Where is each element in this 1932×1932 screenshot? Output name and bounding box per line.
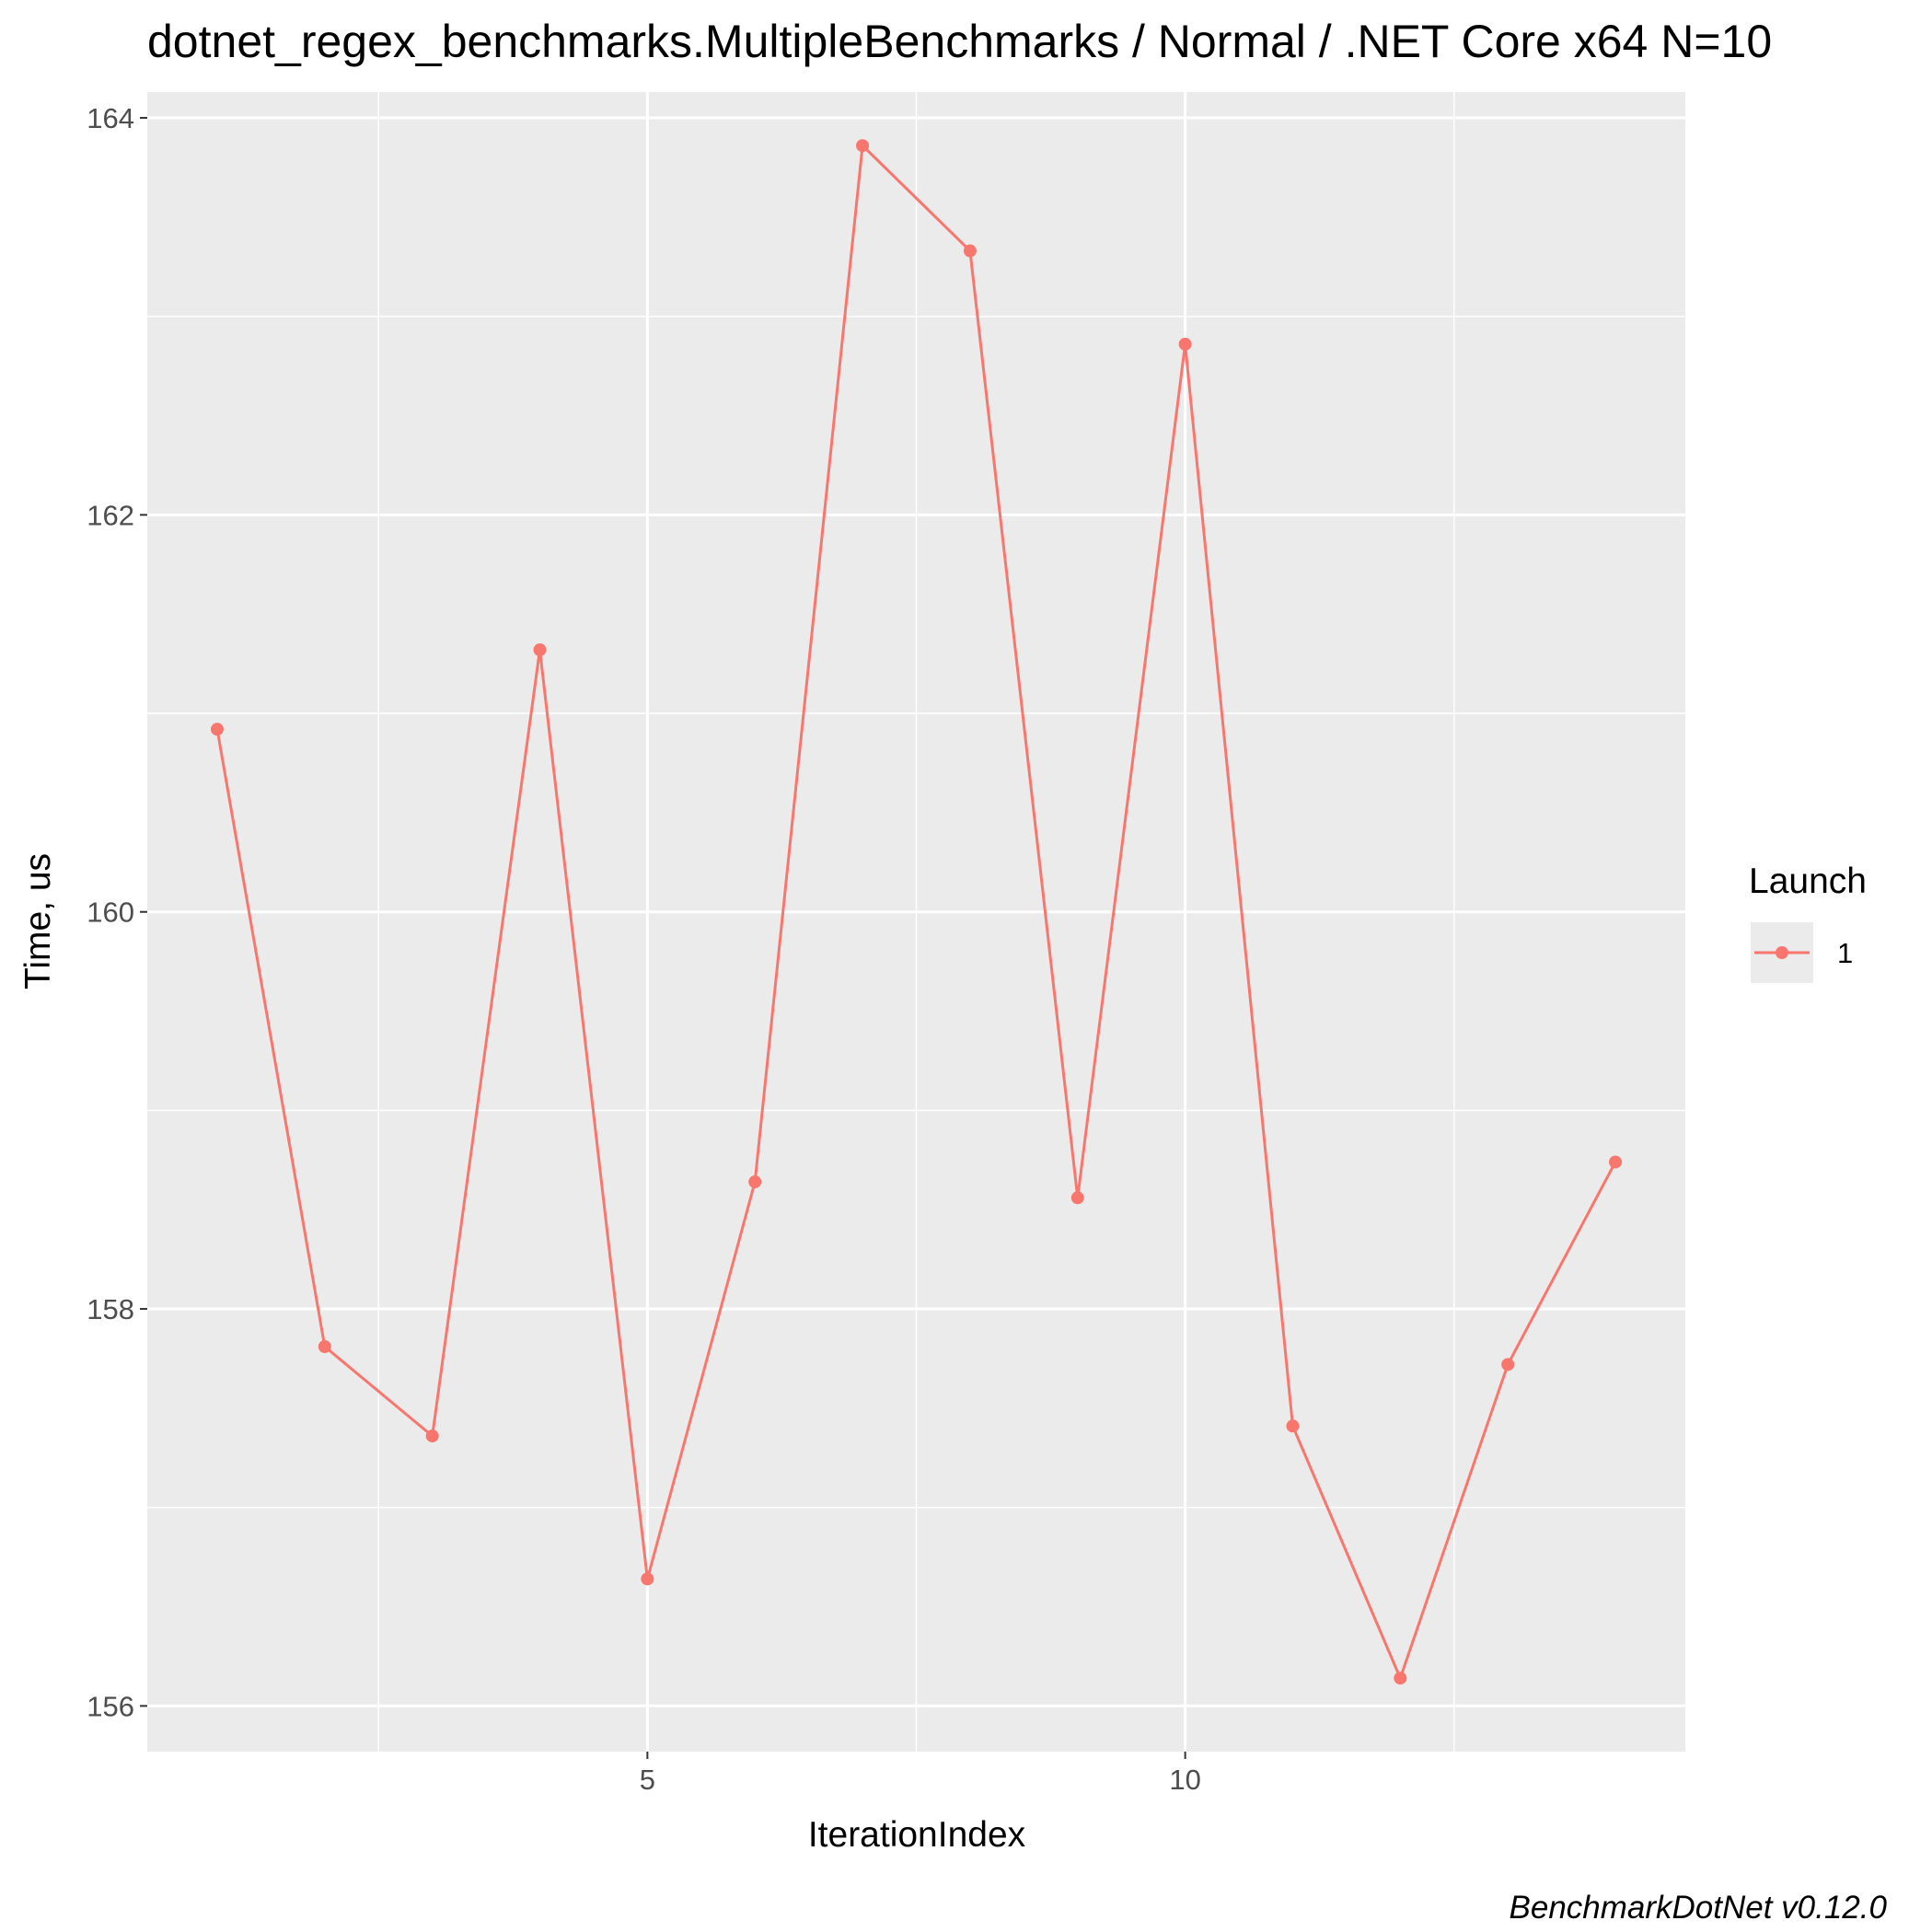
x-axis-title: IterationIndex <box>808 1815 1026 1855</box>
data-point <box>318 1340 331 1354</box>
plot-panel <box>147 92 1685 1752</box>
data-point <box>1501 1358 1515 1371</box>
y-axis: 156 158 160 162 164 <box>87 102 147 1722</box>
y-tick-label: 162 <box>87 499 134 531</box>
y-axis-title: Time, us <box>18 853 58 989</box>
legend-key-point <box>1776 946 1788 959</box>
y-tick-label: 160 <box>87 897 134 929</box>
x-axis: 5 10 <box>640 1752 1201 1796</box>
legend-label: 1 <box>1837 937 1853 969</box>
data-point <box>963 244 977 258</box>
y-tick-label: 164 <box>87 102 134 134</box>
data-point <box>856 139 870 153</box>
y-tick-label: 156 <box>87 1690 134 1722</box>
chart-title: dotnet_regex_benchmarks.MultipleBenchmar… <box>147 16 1772 67</box>
data-point <box>210 723 224 736</box>
series-layer <box>210 139 1623 1685</box>
data-point <box>1609 1155 1623 1169</box>
data-point <box>1394 1672 1407 1685</box>
series-line <box>215 144 1617 1680</box>
legend-title: Launch <box>1749 862 1867 901</box>
x-tick-label: 5 <box>640 1764 655 1796</box>
data-point <box>425 1429 439 1443</box>
x-tick-label: 10 <box>1169 1764 1200 1796</box>
caption: BenchmarkDotNet v0.12.0 <box>1510 1890 1888 1926</box>
data-point <box>533 643 547 657</box>
data-point <box>1178 337 1192 351</box>
y-tick-label: 158 <box>87 1293 134 1325</box>
legend: Launch 1 <box>1749 862 1867 983</box>
data-point <box>641 1572 654 1586</box>
data-point <box>1286 1419 1300 1433</box>
data-point <box>1070 1191 1084 1205</box>
data-point <box>748 1175 762 1189</box>
